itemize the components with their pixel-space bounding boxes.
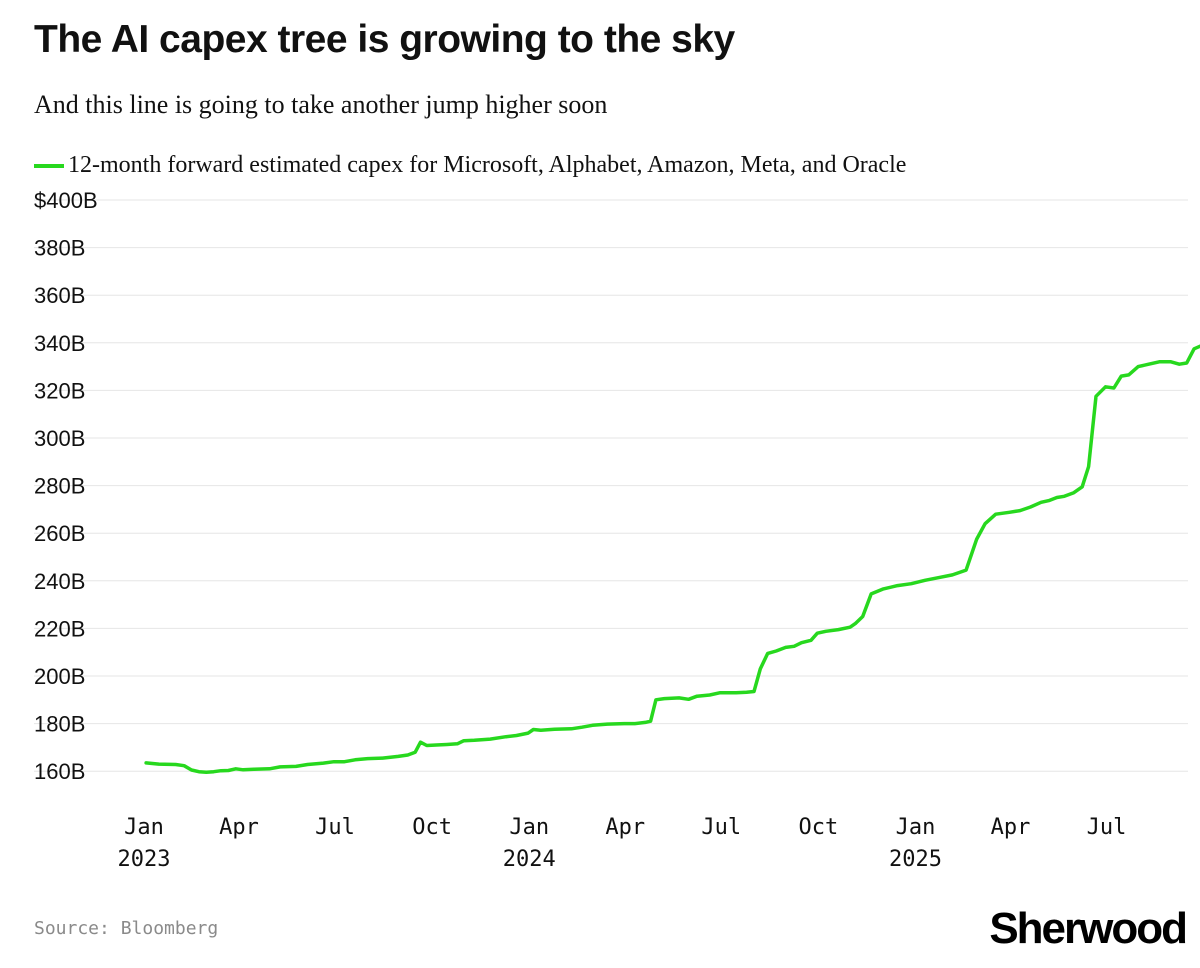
x-tick-label: Jul — [315, 815, 355, 840]
y-tick-label: 280B — [34, 474, 85, 499]
line-chart: 160B 180B 200B 220B 240B 260B 280B 300B 320B 340B… — [34, 188, 1200, 872]
x-tick-label: Apr — [219, 815, 259, 840]
y-tick-label: 260B — [34, 521, 85, 546]
y-tick-label: 360B — [34, 283, 85, 308]
y-tick-label: 220B — [34, 616, 85, 641]
x-tick-label: Jan — [509, 815, 549, 840]
brand-logo: Sherwood — [989, 904, 1188, 953]
legend-label: 12-month forward estimated capex for Mic… — [68, 152, 907, 178]
y-tick-label: $400B — [34, 188, 98, 213]
chart-title: The AI capex tree is growing to the sky — [34, 18, 735, 61]
legend-swatch — [34, 163, 64, 168]
chart-subtitle: And this line is going to take another j… — [34, 90, 608, 119]
x-tick-label: Apr — [605, 815, 645, 840]
y-tick-label: 240B — [34, 569, 85, 594]
y-tick-label: 300B — [34, 426, 85, 451]
x-tick-label: Jan — [896, 815, 936, 840]
y-tick-label: 320B — [34, 378, 85, 403]
chart-legend: 12-month forward estimated capex for Mic… — [34, 152, 906, 179]
x-tick-label: Apr — [991, 815, 1031, 840]
y-tick-label: 340B — [34, 331, 85, 356]
x-tick-year: 2024 — [503, 847, 556, 872]
x-tick-year: 2025 — [889, 847, 942, 872]
x-tick-year: 2023 — [118, 847, 171, 872]
x-tick-label: Jan — [124, 815, 164, 840]
x-tick-label: Jul — [701, 815, 741, 840]
y-tick-label: 180B — [34, 712, 85, 737]
y-tick-label: 380B — [34, 236, 85, 261]
y-tick-label: 160B — [34, 759, 85, 784]
x-tick-label: Oct — [412, 815, 452, 840]
source-note: Source: Bloomberg — [34, 918, 219, 939]
series-line — [144, 344, 1200, 774]
y-tick-label: 200B — [34, 664, 85, 689]
x-tick-label: Jul — [1087, 815, 1127, 840]
x-tick-label: Oct — [799, 815, 839, 840]
